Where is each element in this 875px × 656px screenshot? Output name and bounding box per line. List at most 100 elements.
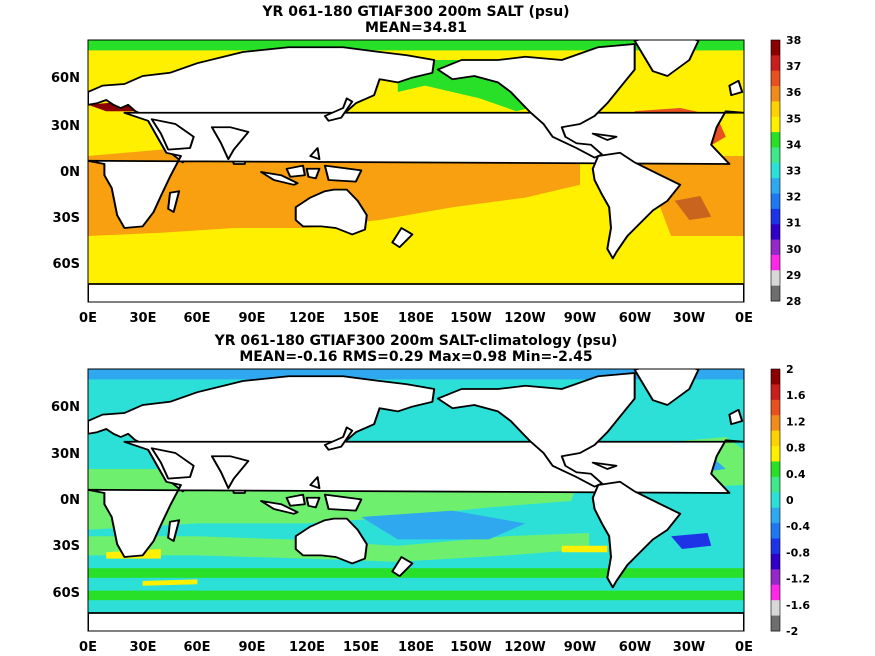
y2-tick-60N: 60N [51,400,80,415]
panel2-y-axis: 60N 30N 0N 30S 60S [51,400,80,601]
colorbar-swatch [771,446,780,462]
x2-tick-60E: 60E [184,640,211,655]
panel1-colorbar: 38 37 36 35 34 33 32 31 30 29 28 [770,34,802,308]
x-tick-150E: 150E [343,311,379,326]
panel2-subtitle: MEAN=-0.16 RMS=0.29 Max=0.98 Min=-2.45 [239,349,592,365]
panel2-frame [87,368,745,632]
colorbar-swatch [771,523,780,540]
x2-tick-150W: 150W [450,640,491,655]
colorbar-frame [770,39,781,302]
colorbar-swatch [771,415,780,432]
colorbar-label: 30 [786,243,802,256]
colorbar-label: 28 [786,295,801,308]
x2-tick-180E: 180E [398,640,434,655]
y-tick-0N: 0N [60,165,80,180]
x-tick-150W: 150W [450,311,491,326]
x-tick-90W: 90W [564,311,596,326]
y-tick-30S: 30S [53,211,80,226]
colorbar-label: 31 [786,217,801,230]
colorbar-label: 36 [786,86,802,99]
colorbar-label: 29 [786,269,801,282]
colorbar-label: 33 [786,165,801,178]
y-tick-60S: 60S [53,257,80,272]
colorbar-label: 32 [786,191,801,204]
colorbar-swatch [771,101,780,118]
x-tick-0E: 0E [79,311,97,326]
colorbar-swatch [771,399,780,416]
colorbar-label: -0.4 [786,520,810,533]
colorbar-swatch [771,369,780,385]
panel1-x-axis: 0E 30E 60E 90E 120E 150E 180E 150W 120W … [79,311,753,326]
x-tick-30W: 30W [673,311,705,326]
colorbar-swatch [771,584,780,601]
x2-tick-150E: 150E [343,640,379,655]
colorbar-swatch [771,86,780,102]
colorbar-swatch [771,600,780,617]
colorbar-swatch [771,538,780,555]
colorbar-swatch [771,132,780,148]
colorbar-swatch [771,492,780,509]
colorbar-label: -1.6 [786,599,810,612]
colorbar-swatch [771,553,780,570]
x-tick-60W: 60W [619,311,651,326]
colorbar-frame [770,368,781,632]
colorbar-swatch [771,193,780,210]
panel1-frame [87,39,745,303]
panel1-subtitle: MEAN=34.81 [365,20,467,36]
panel1-map [88,40,744,302]
colorbar-label: 0.4 [786,468,806,481]
colorbar-swatch [771,430,780,447]
colorbar-label: 2 [786,363,794,376]
y2-tick-30N: 30N [51,447,80,462]
y-tick-60N: 60N [51,71,80,86]
colorbar-swatch [771,239,780,256]
colorbar-swatch [771,270,780,287]
x2-tick-90E: 90E [239,640,266,655]
x-tick-0E-end: 0E [735,311,753,326]
y2-tick-60S: 60S [53,586,80,601]
colorbar-swatch [771,461,780,478]
colorbar-label: 0.8 [786,442,806,455]
y2-tick-30S: 30S [53,539,80,554]
y-tick-30N: 30N [51,119,80,134]
y2-tick-0N: 0N [60,493,80,508]
colorbar-label: -0.8 [786,546,810,559]
panel2-title: YR 061-180 GTIAF300 200m SALT-climatolog… [214,333,618,349]
x2-tick-120W: 120W [504,640,545,655]
colorbar-swatch [771,162,780,179]
colorbar-label: 1.2 [786,415,806,428]
colorbar-swatch [771,224,780,241]
colorbar-label: 0 [786,494,794,507]
colorbar-swatch [771,384,780,401]
colorbar-swatch [771,476,780,493]
colorbar-swatch [771,208,780,225]
colorbar-swatch [771,147,780,164]
colorbar-swatch [771,615,780,632]
x-tick-120W: 120W [504,311,545,326]
colorbar-label: 35 [786,112,801,125]
colorbar-swatch [771,507,780,524]
colorbar-label: -1.2 [786,573,810,586]
colorbar-swatch [771,70,780,87]
x-tick-60E: 60E [184,311,211,326]
colorbar-swatch [771,178,780,195]
x2-tick-0E-end: 0E [735,640,753,655]
colorbar-swatch [771,254,780,271]
colorbar-swatch [771,55,780,72]
x2-tick-60W: 60W [619,640,651,655]
x-tick-90E: 90E [239,311,266,326]
panel1-y-axis: 60N 30N 0N 30S 60S [51,71,80,272]
x2-tick-90W: 90W [564,640,596,655]
x2-tick-30W: 30W [673,640,705,655]
colorbar-swatch [771,116,780,133]
panel1-title: YR 061-180 GTIAF300 200m SALT (psu) [261,4,569,20]
colorbar-label: 37 [786,60,801,73]
x2-tick-120E: 120E [289,640,325,655]
colorbar-swatch [771,569,780,586]
colorbar-label: -2 [786,625,798,638]
x-tick-180E: 180E [398,311,434,326]
colorbar-label: 1.6 [786,389,806,402]
colorbar-label: 38 [786,34,801,47]
panel2-x-axis: 0E 30E 60E 90E 120E 150E 180E 150W 120W … [79,640,753,655]
